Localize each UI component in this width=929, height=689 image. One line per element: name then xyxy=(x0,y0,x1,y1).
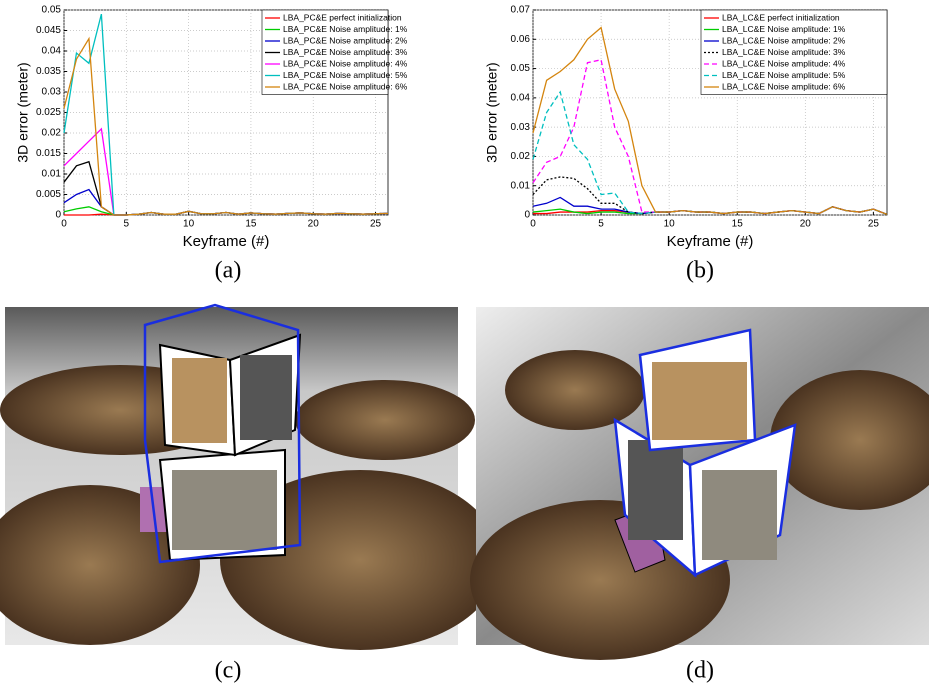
legend-label: LBA_LC&E Noise amplitude: 4% xyxy=(722,58,846,68)
caption: (d) xyxy=(686,658,714,684)
x-tick-label: 10 xyxy=(183,219,195,230)
x-tick-label: 15 xyxy=(245,219,257,230)
y-tick-label: 0.05 xyxy=(42,5,62,16)
y-tick-label: 0.035 xyxy=(36,66,61,77)
y-tick-label: 0.01 xyxy=(42,169,62,180)
x-tick-label: 10 xyxy=(664,219,676,230)
y-tick-label: 0.06 xyxy=(511,34,531,45)
caption: (c) xyxy=(215,658,242,684)
y-tick-label: 0.05 xyxy=(511,63,531,74)
y-axis-label: 3D error (meter) xyxy=(15,62,31,162)
y-tick-label: 0.04 xyxy=(511,92,531,103)
image-c xyxy=(0,305,500,650)
legend-label: LBA_PC&E perfect initialization xyxy=(283,12,402,22)
y-tick-label: 0.02 xyxy=(42,128,62,139)
y-tick-label: 0.045 xyxy=(36,25,61,36)
legend-label: LBA_PC&E Noise amplitude: 5% xyxy=(283,70,408,80)
x-tick-label: 20 xyxy=(308,219,320,230)
legend-label: LBA_LC&E perfect initialization xyxy=(722,12,840,22)
legend-label: LBA_PC&E Noise amplitude: 4% xyxy=(283,58,408,68)
legend-label: LBA_PC&E Noise amplitude: 2% xyxy=(283,35,408,45)
x-axis-label: Keyframe (#) xyxy=(183,233,270,250)
legend-label: LBA_LC&E Noise amplitude: 6% xyxy=(722,81,846,91)
y-tick-label: 0.03 xyxy=(42,87,62,98)
caption: (b) xyxy=(686,258,714,284)
y-tick-label: 0.015 xyxy=(36,148,61,159)
image-d xyxy=(470,307,929,660)
x-tick-label: 5 xyxy=(598,219,604,230)
x-tick-label: 0 xyxy=(61,219,67,230)
y-tick-label: 0.025 xyxy=(36,107,61,118)
figure: (a) (b) (c) (d) 00.0050.010.0150.020.025… xyxy=(0,0,929,689)
y-tick-label: 0.04 xyxy=(42,46,62,57)
x-tick-label: 20 xyxy=(800,219,812,230)
legend-label: LBA_LC&E Noise amplitude: 5% xyxy=(722,70,846,80)
legend-label: LBA_LC&E Noise amplitude: 2% xyxy=(722,35,846,45)
x-tick-label: 0 xyxy=(530,219,536,230)
legend-label: LBA_LC&E Noise amplitude: 3% xyxy=(722,47,846,57)
x-tick-label: 15 xyxy=(732,219,744,230)
legend-label: LBA_PC&E Noise amplitude: 1% xyxy=(283,24,408,34)
y-tick-label: 0.07 xyxy=(511,5,531,16)
chart: 0 0.005 0.01 0.015 0.02 0.025 0.03 0.035 0.04 0.0… xyxy=(15,5,408,250)
x-axis-label: Keyframe (#) xyxy=(667,233,754,250)
legend-label: LBA_PC&E Noise amplitude: 3% xyxy=(283,47,408,57)
x-tick-label: 25 xyxy=(868,219,880,230)
x-tick-label: 25 xyxy=(370,219,382,230)
y-tick-label: 0.02 xyxy=(511,151,531,162)
page: (a) (b) (c) (d) 00.0050.010.0150.020.025… xyxy=(0,0,929,689)
y-tick-label: 0.01 xyxy=(511,180,531,191)
legend-label: LBA_PC&E Noise amplitude: 6% xyxy=(283,81,408,91)
y-tick-label: 0.03 xyxy=(511,122,531,133)
x-tick-label: 5 xyxy=(124,219,130,230)
y-tick-label: 0.005 xyxy=(36,189,61,200)
caption: (a) xyxy=(215,258,242,284)
y-axis-label: 3D error (meter) xyxy=(484,62,500,162)
legend-label: LBA_LC&E Noise amplitude: 1% xyxy=(722,24,846,34)
